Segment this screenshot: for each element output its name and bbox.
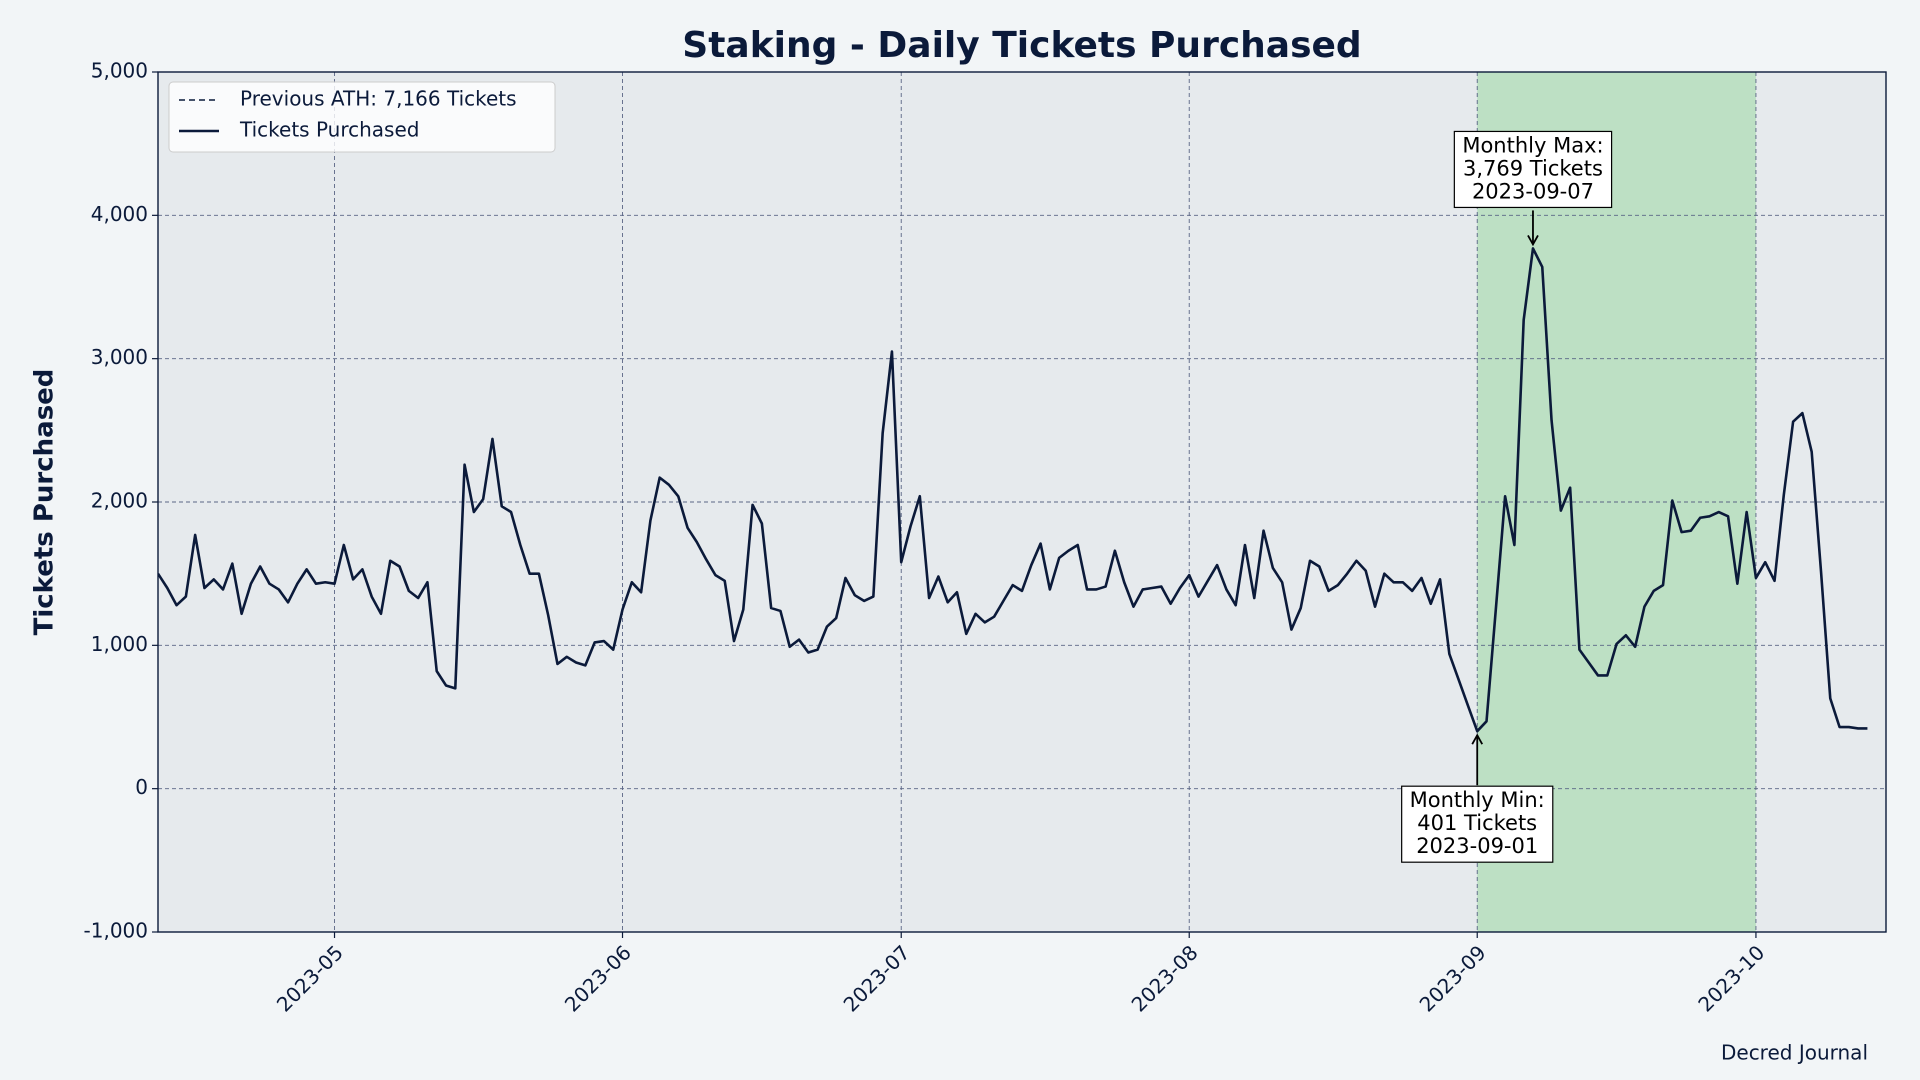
credit: Decred Journal xyxy=(1721,1041,1868,1065)
y-axis-label: Tickets Purchased xyxy=(30,369,60,636)
annotation-box xyxy=(1453,130,1613,209)
annotation-arrowhead xyxy=(1527,235,1539,247)
annotation-text: 3,769 Tickets xyxy=(1463,156,1603,180)
y-tick-label: 1,000 xyxy=(91,632,148,656)
y-tick-label: 4,000 xyxy=(91,202,148,226)
annotation-arrowhead xyxy=(1471,733,1484,745)
chart-title: Staking - Daily Tickets Purchased xyxy=(682,25,1361,66)
legend-label: Previous ATH: 7,166 Tickets xyxy=(240,87,517,111)
y-tick-label: 5,000 xyxy=(91,59,148,83)
annotation-text: 2023-09-07 xyxy=(1472,179,1594,203)
annotation-text: Monthly Min: xyxy=(1410,788,1545,812)
legend-box xyxy=(168,81,556,153)
annotation-text: 2023-09-01 xyxy=(1416,834,1538,858)
annotation-box xyxy=(1401,785,1554,863)
y-tick-label: 2,000 xyxy=(91,489,148,513)
data-line xyxy=(158,247,1868,733)
plot-frame xyxy=(157,71,1887,933)
annotation-text: Monthly Max: xyxy=(1462,133,1603,157)
y-tick-label: 3,000 xyxy=(91,345,148,369)
y-tick-label: 0 xyxy=(135,775,148,799)
y-tick-label: -1,000 xyxy=(84,919,148,943)
annotation-text: 401 Tickets xyxy=(1417,811,1537,835)
legend-label: Tickets Purchased xyxy=(239,118,419,142)
